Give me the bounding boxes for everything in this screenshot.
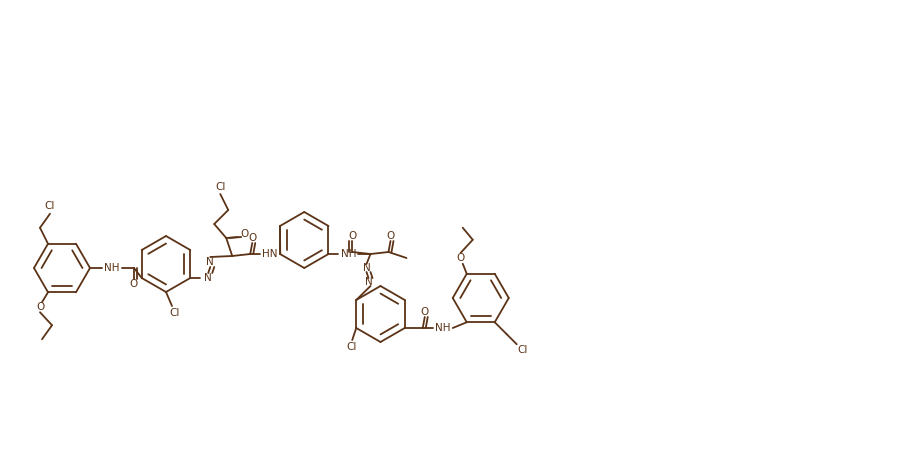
- Text: Cl: Cl: [517, 345, 528, 355]
- Text: NH: NH: [341, 249, 356, 259]
- Text: N: N: [204, 273, 212, 283]
- Text: O: O: [241, 229, 249, 239]
- Text: O: O: [248, 233, 256, 243]
- Text: HN: HN: [262, 249, 278, 259]
- Text: Cl: Cl: [346, 342, 356, 352]
- Text: O: O: [348, 231, 356, 241]
- Text: Cl: Cl: [45, 201, 56, 211]
- Text: Cl: Cl: [169, 308, 180, 318]
- Text: NH: NH: [104, 263, 119, 273]
- Text: O: O: [386, 231, 394, 241]
- Text: O: O: [421, 307, 429, 317]
- Text: Cl: Cl: [215, 182, 225, 192]
- Text: O: O: [36, 302, 44, 312]
- Text: N: N: [363, 263, 371, 273]
- Text: NH: NH: [435, 323, 451, 333]
- Text: N: N: [364, 277, 373, 287]
- Text: O: O: [456, 253, 465, 263]
- Text: N: N: [207, 257, 214, 267]
- Text: O: O: [130, 279, 138, 289]
